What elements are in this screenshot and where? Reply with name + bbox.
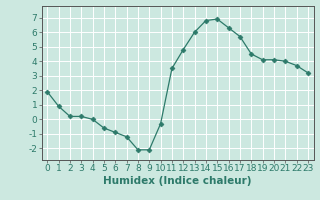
X-axis label: Humidex (Indice chaleur): Humidex (Indice chaleur): [103, 176, 252, 186]
